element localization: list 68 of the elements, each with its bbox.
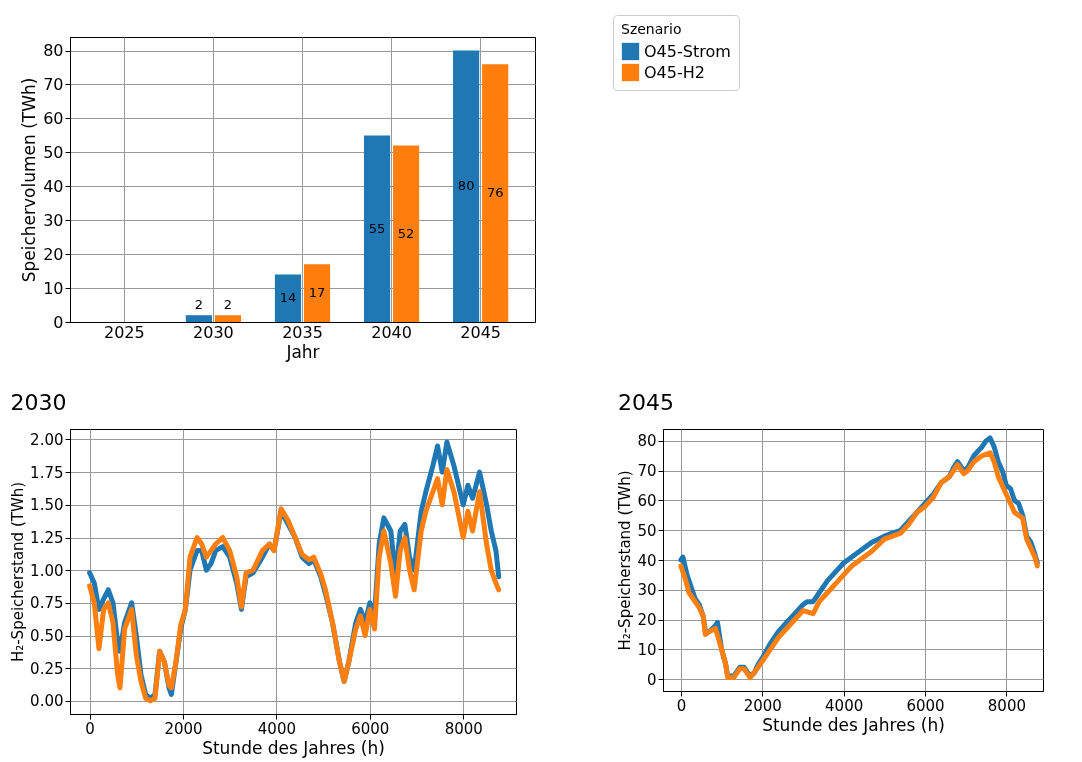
y-tick-label: 20 xyxy=(637,611,657,630)
bar xyxy=(214,315,242,322)
legend-title: Szenario xyxy=(621,21,682,37)
x-tick-label: 2030 xyxy=(193,322,234,342)
y-axis-title: H₂-Speicherstand (TWh) xyxy=(616,470,635,651)
y-tick-label: 30 xyxy=(637,581,657,600)
x-tick-label: 2035 xyxy=(282,322,323,342)
x-tick-label: 0 xyxy=(85,719,95,738)
x-axis-title: Stunde des Jahres (h) xyxy=(202,737,385,758)
bar xyxy=(185,315,212,322)
y-tick-label: 1.75 xyxy=(30,463,64,482)
x-tick-label: 2040 xyxy=(371,322,412,342)
data-label: 14 xyxy=(279,290,297,306)
bar xyxy=(274,274,302,322)
y-tick-label: 0.75 xyxy=(30,594,64,613)
y-tick-label: 10 xyxy=(637,640,657,659)
data-label: 2 xyxy=(223,297,233,313)
x-tick-label: 2000 xyxy=(743,696,782,715)
bar xyxy=(363,135,391,322)
x-tick-label: 2045 xyxy=(460,322,502,342)
data-label: 55 xyxy=(368,220,386,236)
y-axis-title: H₂-Speicherstand (TWh) xyxy=(9,481,28,663)
y-tick-label: 60 xyxy=(43,108,64,128)
bar xyxy=(453,50,480,322)
y-tick-label: 80 xyxy=(43,41,64,61)
bar xyxy=(303,264,331,322)
x-tick-label: 6000 xyxy=(906,696,945,715)
chart-title: 2045 xyxy=(617,390,674,415)
y-tick-label: 50 xyxy=(43,142,64,162)
y-tick-label: 20 xyxy=(43,244,64,264)
x-axis-title: Stunde des Jahres (h) xyxy=(762,714,945,735)
x-tick-label: 4000 xyxy=(257,719,297,738)
data-label: 52 xyxy=(397,225,415,241)
data-label: 2 xyxy=(194,297,204,313)
y-tick-label: 1.50 xyxy=(30,496,64,515)
y-axis-title: Speichervolumen (TWh) xyxy=(19,77,40,283)
chart-title: 2030 xyxy=(10,390,67,415)
y-tick-label: 60 xyxy=(637,491,657,510)
x-tick-label: 0 xyxy=(676,696,687,715)
y-tick-label: 50 xyxy=(637,521,657,540)
x-tick-label: 2000 xyxy=(164,719,203,738)
x-tick-label: 6000 xyxy=(351,719,390,738)
bar xyxy=(393,145,420,322)
y-tick-label: 0.25 xyxy=(30,659,64,678)
bar xyxy=(482,64,509,322)
x-tick-label: 2025 xyxy=(103,322,145,342)
legend-label: O45-H2 xyxy=(644,62,705,82)
legend-label: O45-Strom xyxy=(644,41,731,61)
y-tick-label: 30 xyxy=(43,210,64,230)
data-label: 76 xyxy=(486,185,504,201)
data-label: 17 xyxy=(308,285,326,301)
y-tick-label: 40 xyxy=(637,551,657,570)
y-tick-label: 70 xyxy=(43,75,64,94)
y-tick-label: 1.25 xyxy=(30,529,64,548)
y-tick-label: 2.00 xyxy=(30,430,64,449)
y-tick-label: 0.00 xyxy=(30,692,64,711)
y-tick-label: 0.50 xyxy=(30,627,64,646)
y-tick-label: 0 xyxy=(646,670,657,689)
x-axis-title: Jahr xyxy=(285,341,320,362)
y-tick-label: 10 xyxy=(43,278,64,298)
y-tick-label: 80 xyxy=(637,432,657,451)
x-tick-label: 8000 xyxy=(444,719,483,738)
y-tick-label: 70 xyxy=(637,462,657,481)
x-tick-label: 4000 xyxy=(825,696,864,715)
y-tick-label: 40 xyxy=(43,176,64,196)
x-tick-label: 8000 xyxy=(987,696,1026,715)
y-tick-label: 1.00 xyxy=(30,561,64,580)
data-label: 80 xyxy=(457,178,475,194)
